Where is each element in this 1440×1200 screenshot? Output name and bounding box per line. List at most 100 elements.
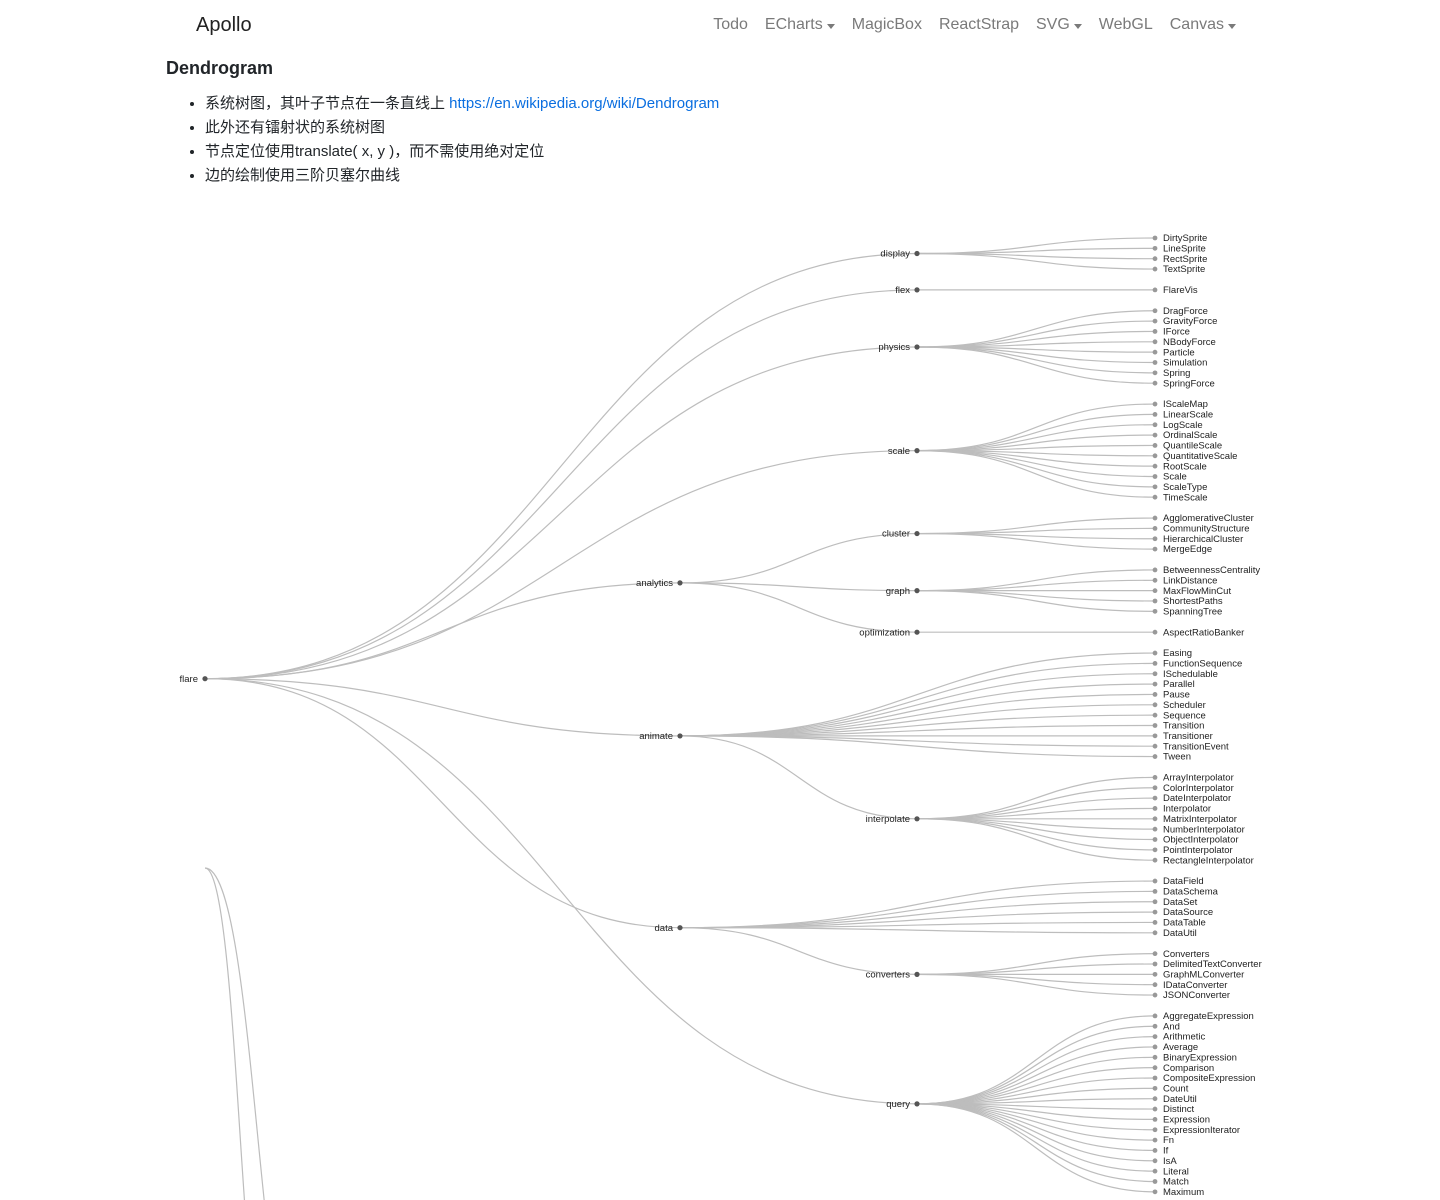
leaf-node: ISchedulable [1152, 669, 1218, 680]
leaf-node: IForce [1152, 327, 1190, 338]
leaf-node: DataUtil [1152, 928, 1197, 939]
node-dot [1152, 889, 1158, 894]
node-label: Sequence [1163, 710, 1206, 721]
nav-link-echarts[interactable]: ECharts [765, 16, 835, 34]
leaf-node: IDataConverter [1152, 980, 1227, 991]
node-label: Fn [1163, 1135, 1174, 1146]
node-label: flex [895, 285, 910, 296]
leaf-node: And [1152, 1021, 1180, 1032]
dendrogram-link [916, 1103, 1156, 1172]
node-dot [914, 287, 920, 293]
node-label: DateUtil [1163, 1094, 1197, 1105]
node-dot [1152, 930, 1158, 936]
dendrogram-link [916, 776, 1156, 820]
leaf-node: Interpolator [1152, 804, 1211, 815]
description-list: 系统树图，其叶子节点在一条直线上 https://en.wikipedia.or… [166, 92, 719, 188]
dendrogram-link [916, 403, 1156, 452]
nav-link-todo[interactable]: Todo [713, 16, 748, 33]
dendrogram-link [916, 973, 1156, 986]
leaf-node: RootScale [1152, 461, 1207, 472]
leaf-node: Scale [1152, 472, 1187, 483]
dendrogram-link [916, 1077, 1156, 1105]
node-dot [1152, 256, 1158, 262]
description-item: 此外还有镭射状的系统树图 [205, 116, 719, 140]
leaf-node: Transition [1152, 721, 1204, 732]
node-label: DirtySprite [1163, 233, 1207, 244]
dendrogram-link [916, 1025, 1156, 1105]
node-dot [1152, 951, 1158, 957]
leaf-node: Spring [1152, 368, 1190, 379]
brand-logo-link[interactable]: Apollo [196, 14, 252, 36]
node-dot [1152, 629, 1158, 635]
node-label: Comparison [1163, 1063, 1214, 1074]
node-dot [1152, 370, 1158, 376]
node-label: ArrayInterpolator [1163, 773, 1234, 784]
node-dot [1152, 401, 1158, 407]
node-dot [1152, 608, 1158, 614]
node-label: LogScale [1163, 420, 1203, 431]
dendrogram-link [916, 973, 1156, 996]
node-label: PointInterpolator [1163, 845, 1233, 856]
leaf-node: DataTable [1152, 918, 1206, 929]
nav-link-webgl[interactable]: WebGL [1098, 16, 1153, 33]
leaf-node: AgglomerativeCluster [1152, 513, 1254, 524]
node-label: Pause [1163, 690, 1190, 701]
node-dot [1152, 826, 1158, 832]
node-label: DataUtil [1163, 928, 1197, 939]
node-label: CompositeExpression [1163, 1073, 1255, 1084]
node-label: LineSprite [1163, 243, 1206, 254]
leaf-node: Count [1152, 1083, 1189, 1094]
node-dot [914, 250, 920, 257]
branch-node: analytics [636, 578, 683, 589]
leaf-node: AggregateExpression [1152, 1011, 1254, 1022]
dendrogram-link [916, 247, 1156, 255]
branch-node: cluster [882, 529, 920, 540]
nav-link-svg[interactable]: SVG [1036, 16, 1082, 34]
dendrogram-link [916, 320, 1156, 348]
nav-link-canvas[interactable]: Canvas [1170, 16, 1236, 34]
node-label: Spring [1163, 368, 1190, 379]
node-label: AggregateExpression [1163, 1011, 1254, 1022]
leaf-node: GravityForce [1152, 316, 1217, 327]
node-dot [1152, 671, 1158, 677]
node-dot [1152, 1013, 1158, 1019]
dendrogram-link [916, 527, 1156, 535]
leaf-node: ColorInterpolator [1152, 783, 1234, 794]
node-label: MaxFlowMinCut [1163, 586, 1231, 597]
leaf-node: OrdinalScale [1152, 430, 1217, 441]
node-dot [1152, 712, 1158, 718]
node-label: Converters [1163, 949, 1210, 960]
node-dot [1152, 245, 1158, 251]
dendrogram-link [679, 735, 1156, 747]
node-dot [1152, 1127, 1158, 1133]
wikipedia-dendrogram-link[interactable]: https://en.wikipedia.org/wiki/Dendrogram [449, 95, 720, 112]
node-label: MergeEdge [1163, 544, 1212, 555]
leaf-node: SpanningTree [1152, 606, 1222, 617]
leaf-node: MaxFlowMinCut [1152, 586, 1231, 597]
node-dot [1152, 422, 1158, 428]
nav-link-reactstrap[interactable]: ReactStrap [938, 16, 1019, 33]
node-dot [1152, 1168, 1158, 1174]
dendrogram-link [916, 424, 1156, 452]
node-label: Transitioner [1163, 731, 1213, 742]
node-label: flare [180, 674, 198, 685]
node-dot [1152, 733, 1158, 739]
node-dot [1152, 526, 1158, 531]
dendrogram-link [204, 252, 918, 680]
node-label: ObjectInterpolator [1163, 835, 1239, 846]
leaf-node: DataField [1152, 876, 1204, 887]
leaf-node: DragForce [1152, 306, 1208, 317]
node-label: scale [888, 446, 910, 457]
nav-link-magicbox[interactable]: MagicBox [851, 16, 922, 33]
node-label: Count [1163, 1083, 1189, 1094]
leaf-node: LinkDistance [1152, 575, 1217, 586]
node-dot [1152, 971, 1158, 977]
dendrogram-link [916, 444, 1156, 452]
description-text: 此外还有镭射状的系统树图 [205, 119, 386, 136]
node-dot [914, 1101, 920, 1107]
node-label: IDataConverter [1163, 980, 1227, 991]
node-dot [1152, 598, 1158, 604]
node-label: NBodyForce [1163, 337, 1216, 348]
node-label: RectSprite [1163, 254, 1207, 265]
node-dot [1152, 723, 1158, 728]
